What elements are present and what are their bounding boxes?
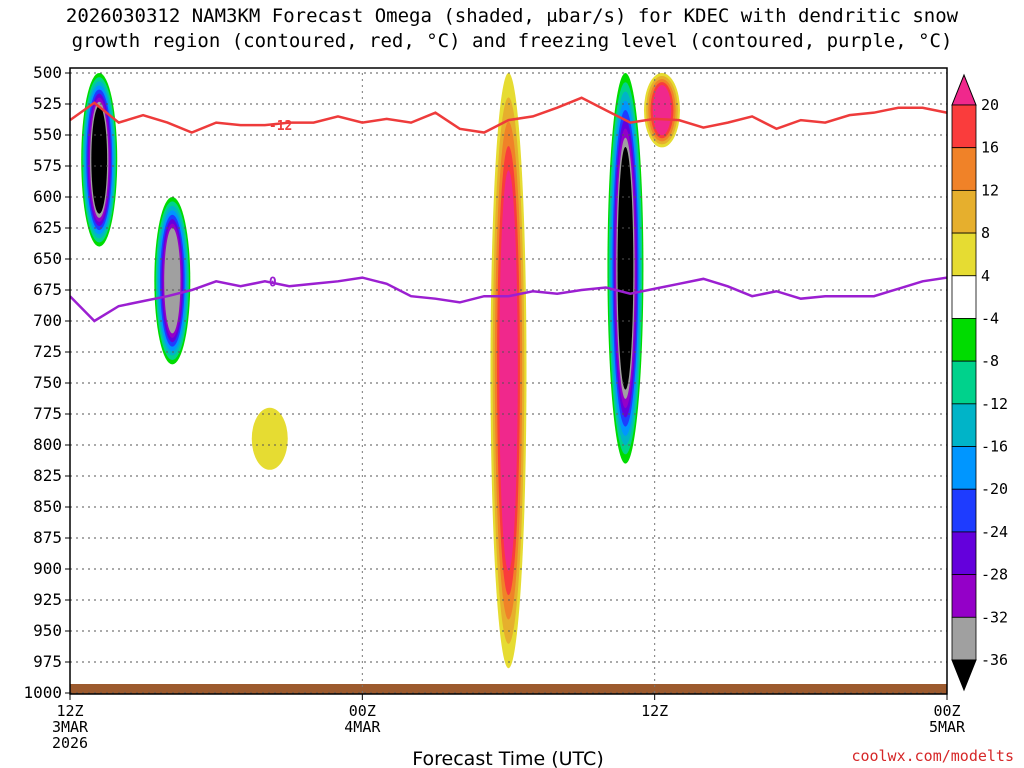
grid-lines xyxy=(70,72,947,694)
colorbar-label-9: 4 xyxy=(981,267,990,285)
freezing-contour-label-0: 0 xyxy=(269,275,277,290)
y-tick-label-500: 500 xyxy=(33,63,62,82)
colorbar-label-3: -24 xyxy=(981,523,1008,541)
title-line-2: growth region (contoured, red, °C) and f… xyxy=(71,30,953,52)
x-tick-label-0-2: 2026 xyxy=(52,734,88,752)
colorbar-swatch-5 xyxy=(951,446,977,490)
y-tick-label-750: 750 xyxy=(33,373,62,392)
y-tick-label-550: 550 xyxy=(33,125,62,144)
y-tick-label-650: 650 xyxy=(33,249,62,268)
colorbar-swatch-11 xyxy=(951,189,977,234)
colorbar-label-12: 16 xyxy=(981,139,999,157)
x-tick-label-3-1: 5MAR xyxy=(929,718,966,736)
plot-frame xyxy=(69,67,948,695)
colorbar-swatch-12 xyxy=(951,147,977,191)
colorbar-swatch-9 xyxy=(951,275,977,319)
y-tick-label-950: 950 xyxy=(33,621,62,640)
y-tick-label-775: 775 xyxy=(33,404,62,423)
x-axis-ticks: 12Z3MAR202600Z4MAR12Z00Z5MAR12Z00Z6MAR xyxy=(52,694,966,752)
terrain-strip xyxy=(70,684,947,694)
colorbar-label-10: 8 xyxy=(981,224,990,242)
y-tick-label-675: 675 xyxy=(33,280,62,299)
colorbar-label-7: -8 xyxy=(981,352,999,370)
x-tick-label-2-0: 12Z xyxy=(641,702,668,720)
y-tick-label-850: 850 xyxy=(33,497,62,516)
colorbar-label-13: 20 xyxy=(981,96,999,114)
x-tick-label-1-0: 00Z xyxy=(349,702,376,720)
colorbar-swatch-6 xyxy=(951,403,977,447)
colorbar-label-5: -16 xyxy=(981,438,1008,456)
colorbar-label-2: -28 xyxy=(981,566,1008,584)
omega-band-2-0 xyxy=(251,407,288,470)
colorbar-swatch-4 xyxy=(951,488,977,533)
colorbar-label-1: -32 xyxy=(981,608,1008,626)
colorbar-label-11: 12 xyxy=(981,181,999,199)
x-tick-label-3-0: 00Z xyxy=(933,702,960,720)
y-tick-label-700: 700 xyxy=(33,311,62,330)
colorbar-swatch-2 xyxy=(951,574,977,618)
y-tick-label-875: 875 xyxy=(33,528,62,547)
colorbar-bottom-arrow xyxy=(951,659,977,692)
omega-band-5-4 xyxy=(652,85,672,136)
y-tick-label-925: 925 xyxy=(33,590,62,609)
colorbar-swatch-8 xyxy=(951,318,977,362)
chart-title: 2026030312 NAM3KM Forecast Omega (shaded… xyxy=(0,4,1024,54)
y-axis-ticks: 500 525 550 575 600 625 650 675 700 725 750 775 800 8… xyxy=(23,63,70,702)
colorbar-label-8: -4 xyxy=(981,309,999,327)
omega-band-0-8 xyxy=(91,105,108,214)
contour-lines: -12-1200 xyxy=(70,96,947,323)
surface-terrain xyxy=(70,684,947,694)
x-tick-label-0-1: 3MAR xyxy=(52,718,89,736)
omega-band-1-7 xyxy=(164,228,181,334)
colorbar-swatch-7 xyxy=(951,360,977,405)
colorbar-label-0: -36 xyxy=(981,651,1008,669)
title-line-1: 2026030312 NAM3KM Forecast Omega (shaded… xyxy=(65,5,959,27)
omega-shading xyxy=(81,72,680,669)
y-tick-label-900: 900 xyxy=(33,559,62,578)
y-tick-label-600: 600 xyxy=(33,187,62,206)
colorbar-label-6: -12 xyxy=(981,395,1008,413)
colorbar-swatch-10 xyxy=(951,232,977,277)
y-tick-label-1000: 1000 xyxy=(23,683,62,702)
y-tick-label-825: 825 xyxy=(33,466,62,485)
y-tick-label-625: 625 xyxy=(33,218,62,237)
colorbar-swatch-3 xyxy=(951,531,977,576)
colorbar-swatch-1 xyxy=(951,616,977,661)
colorbar-top-arrow xyxy=(951,73,977,106)
dgz-contour-line xyxy=(70,96,947,134)
x-tick-label-0-0: 12Z xyxy=(56,702,83,720)
omega-band-4-8 xyxy=(617,147,634,390)
x-axis-label: Forecast Time (UTC) xyxy=(412,748,603,768)
colorbar-swatch-13 xyxy=(951,104,977,149)
x-tick-label-1-1: 4MAR xyxy=(344,718,381,736)
dgz-contour-label-0: -12 xyxy=(269,119,292,134)
y-tick-label-975: 975 xyxy=(33,652,62,671)
credit-text: coolwx.com/modelts xyxy=(851,747,1014,765)
freezing-contour-line xyxy=(70,276,947,323)
omega-band-3-4 xyxy=(499,170,518,571)
colorbar-label-4: -20 xyxy=(981,480,1008,498)
y-tick-label-525: 525 xyxy=(33,94,62,113)
colorbar: -36 -32 -28 -24 -20 -16 -12 -8 -4 4 8 12 16 20 xyxy=(951,73,1008,692)
y-tick-label-800: 800 xyxy=(33,435,62,454)
y-tick-label-725: 725 xyxy=(33,342,62,361)
y-tick-label-575: 575 xyxy=(33,156,62,175)
